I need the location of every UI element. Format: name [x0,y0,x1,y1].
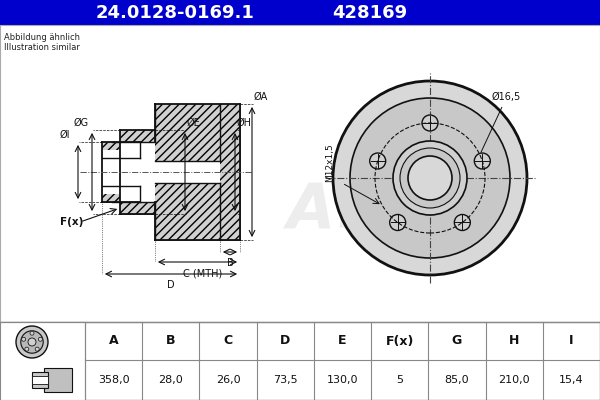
Text: Ø161: Ø161 [435,178,461,188]
Text: ØE: ØE [187,118,201,128]
Bar [120,200,155,214]
Text: 5: 5 [396,375,403,385]
Text: F(x): F(x) [386,334,414,348]
Text: A: A [109,334,118,348]
Bar [120,130,155,144]
Text: ØH: ØH [237,118,252,128]
Bar [102,158,140,186]
Text: M12x1,5: M12x1,5 [325,144,335,182]
Text: Illustration similar: Illustration similar [4,43,80,52]
Circle shape [454,214,470,230]
Bar [102,194,140,202]
Circle shape [422,115,438,131]
Bar [102,196,155,202]
Circle shape [408,156,452,200]
Bar [120,142,155,202]
Bar [120,202,155,214]
Circle shape [22,337,26,341]
Text: 85,0: 85,0 [445,375,469,385]
Circle shape [400,148,460,208]
Bar [0,25,600,322]
Circle shape [25,347,29,351]
Bar [120,144,155,200]
Text: 130,0: 130,0 [327,375,358,385]
Bar [0,322,85,400]
Text: 358,0: 358,0 [98,375,130,385]
Bar [32,376,48,384]
Text: D: D [280,334,290,348]
Bar [155,104,220,161]
Bar [155,161,220,183]
Text: ØA: ØA [254,92,268,102]
Bar [155,183,220,240]
Text: C: C [223,334,233,348]
Text: 210,0: 210,0 [499,375,530,385]
Circle shape [38,337,43,341]
Bar [220,104,240,240]
Circle shape [30,331,34,335]
Text: 15,4: 15,4 [559,375,584,385]
Text: ØI: ØI [60,130,71,140]
Text: C (MTH): C (MTH) [183,268,222,278]
Circle shape [370,153,386,169]
Text: 26,0: 26,0 [216,375,241,385]
Circle shape [475,153,490,169]
Circle shape [350,98,510,258]
Text: H: H [509,334,520,348]
Text: 73,5: 73,5 [273,375,298,385]
Bar [102,142,155,148]
Text: B: B [227,258,233,268]
Circle shape [16,326,48,358]
Bar [0,0,600,25]
Bar [32,372,48,388]
Text: I: I [569,334,574,348]
Text: F(x): F(x) [60,217,83,227]
Circle shape [21,331,43,353]
Bar [44,368,72,392]
Text: D: D [167,280,175,290]
Bar [155,183,220,240]
Text: E: E [338,334,347,348]
Text: G: G [452,334,462,348]
Text: 28,0: 28,0 [158,375,183,385]
Bar [0,322,600,400]
Text: B: B [166,334,176,348]
Circle shape [333,81,527,275]
Text: Abbildung ähnlich: Abbildung ähnlich [4,33,80,42]
Circle shape [389,214,406,230]
Text: 428169: 428169 [332,4,407,22]
Bar [155,104,220,161]
Circle shape [35,347,39,351]
Circle shape [28,338,36,346]
Text: ATE: ATE [286,180,414,240]
Text: ØG: ØG [74,118,89,128]
Text: Ø16,5: Ø16,5 [481,92,521,152]
Bar [220,104,240,240]
Circle shape [393,141,467,215]
Text: 24.0128-0169.1: 24.0128-0169.1 [95,4,254,22]
Bar [120,130,155,142]
Bar [102,142,140,150]
